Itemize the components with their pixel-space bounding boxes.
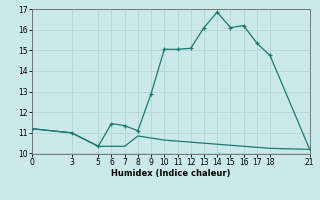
X-axis label: Humidex (Indice chaleur): Humidex (Indice chaleur) [111, 169, 231, 178]
